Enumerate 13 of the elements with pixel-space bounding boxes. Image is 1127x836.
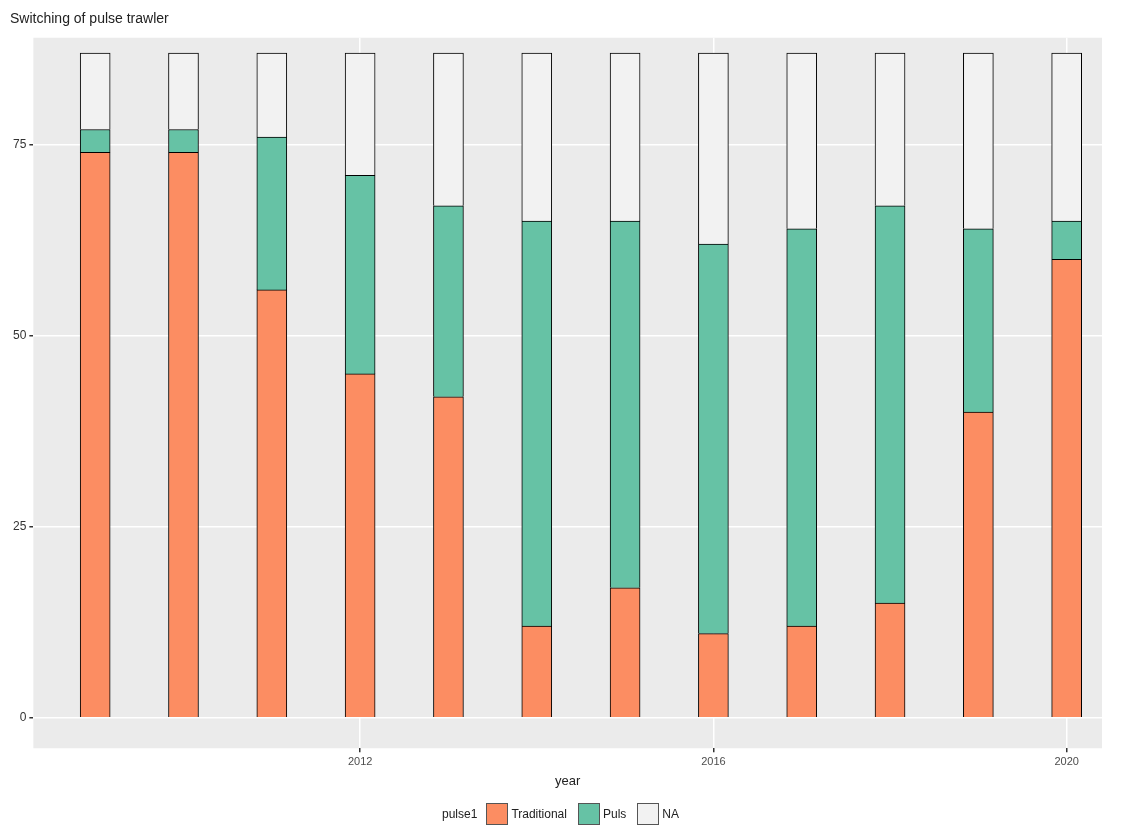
x-tick-label: 2016 xyxy=(701,754,726,767)
legend-title: pulse1 xyxy=(442,807,478,821)
x-axis-title: year xyxy=(555,772,581,788)
legend-label: NA xyxy=(662,807,679,821)
y-tick-label: 25 xyxy=(12,518,27,533)
x-tick-label: 2012 xyxy=(347,754,373,767)
y-tick-label: 0 xyxy=(19,709,27,724)
chart-title: Switching of pulse trawler xyxy=(10,10,170,27)
y-tick-label: 75 xyxy=(12,137,27,152)
y-tick-label: 50 xyxy=(12,328,27,343)
x-tick-label: 2020 xyxy=(1054,754,1079,767)
legend-label: Puls xyxy=(602,807,627,821)
legend-label: Traditional xyxy=(511,807,567,821)
